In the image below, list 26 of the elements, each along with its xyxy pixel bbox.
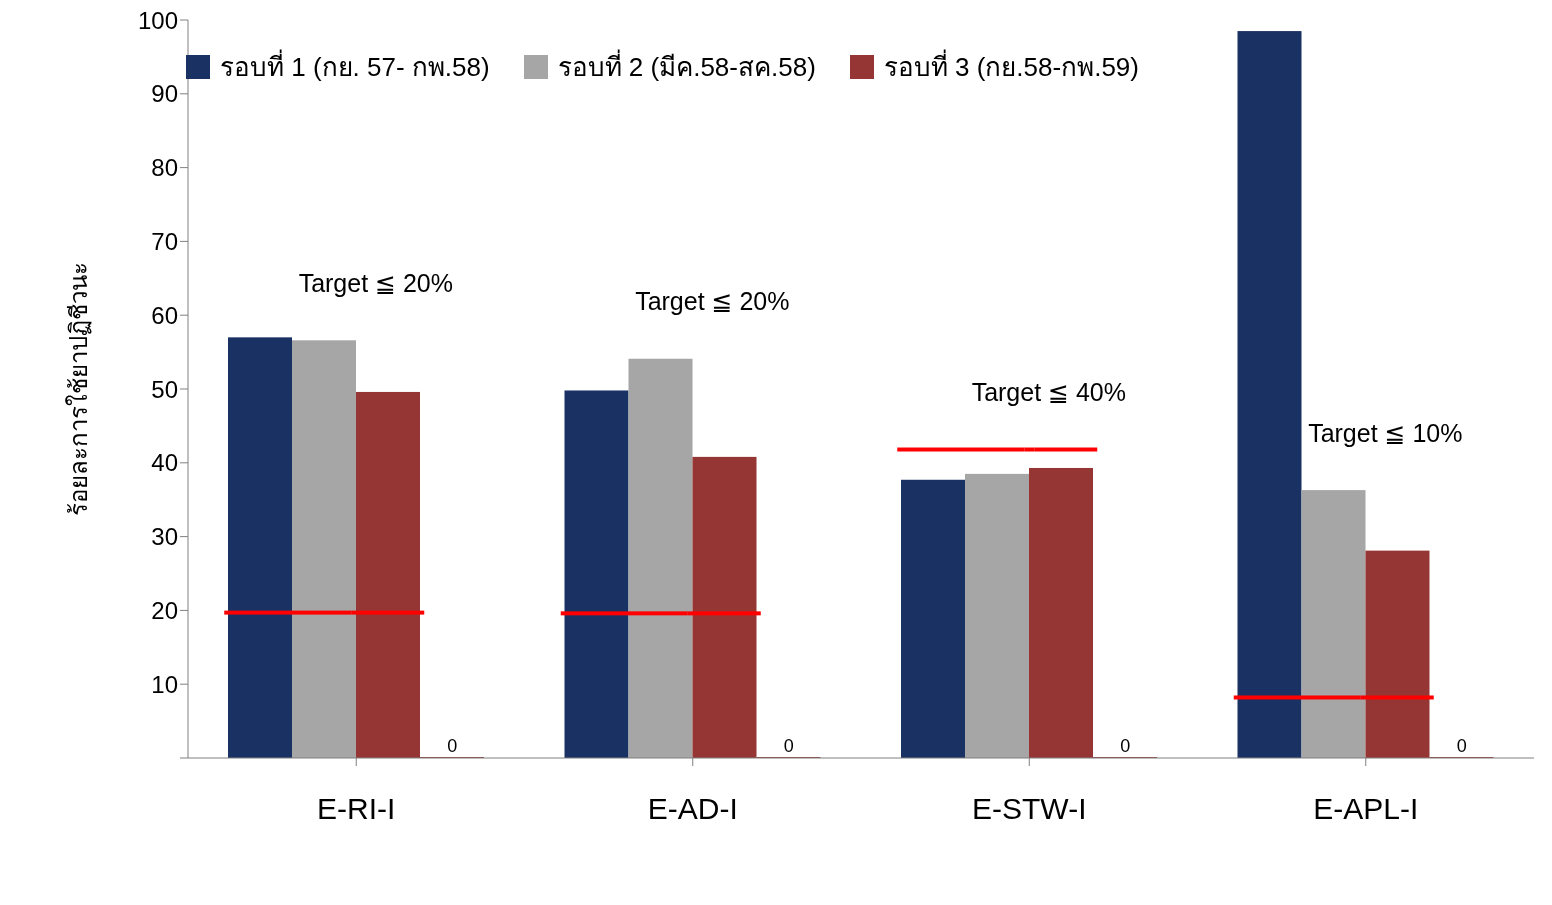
y-tick-label: 10 [151, 670, 178, 698]
data-label: 0 [1120, 736, 1131, 756]
legend-label: รอบที่ 2 (มีค.58-สค.58) [557, 48, 816, 84]
annotation: Target ≦ 20% [635, 287, 790, 316]
y-tick-label: 90 [151, 80, 178, 108]
y-axis-title: ร้อยละการใช้ยาปฏิชีวนะ [64, 262, 92, 516]
y-tick-label: 80 [151, 154, 178, 182]
legend-label: รอบที่ 1 (กย. 57- กพ.58) [220, 48, 490, 84]
legend-label: รอบที่ 3 (กย.58-กพ.59) [883, 48, 1139, 84]
y-tick-label: 40 [151, 449, 178, 477]
y-tick-label: 50 [151, 375, 178, 403]
data-label: 0 [447, 736, 458, 756]
x-tick-label: E-APL-I [1313, 792, 1419, 826]
y-tick-label: 30 [151, 523, 178, 551]
y-tick-label: 20 [151, 596, 178, 624]
x-tick-label: E-STW-I [972, 792, 1087, 826]
annotation: Target ≦ 40% [971, 378, 1127, 407]
data-label: 0 [1456, 736, 1467, 756]
y-tick-label: 60 [151, 301, 178, 329]
annotation: Target ≦ 20% [298, 268, 454, 297]
annotation: Target ≦ 10% [1308, 418, 1463, 447]
y-tick-label: 100 [137, 6, 178, 34]
x-tick-label: E-RI-I [317, 792, 396, 826]
x-tick-label: E-AD-I [647, 792, 738, 826]
y-tick-label: 70 [151, 227, 178, 255]
data-label: 0 [783, 736, 794, 756]
